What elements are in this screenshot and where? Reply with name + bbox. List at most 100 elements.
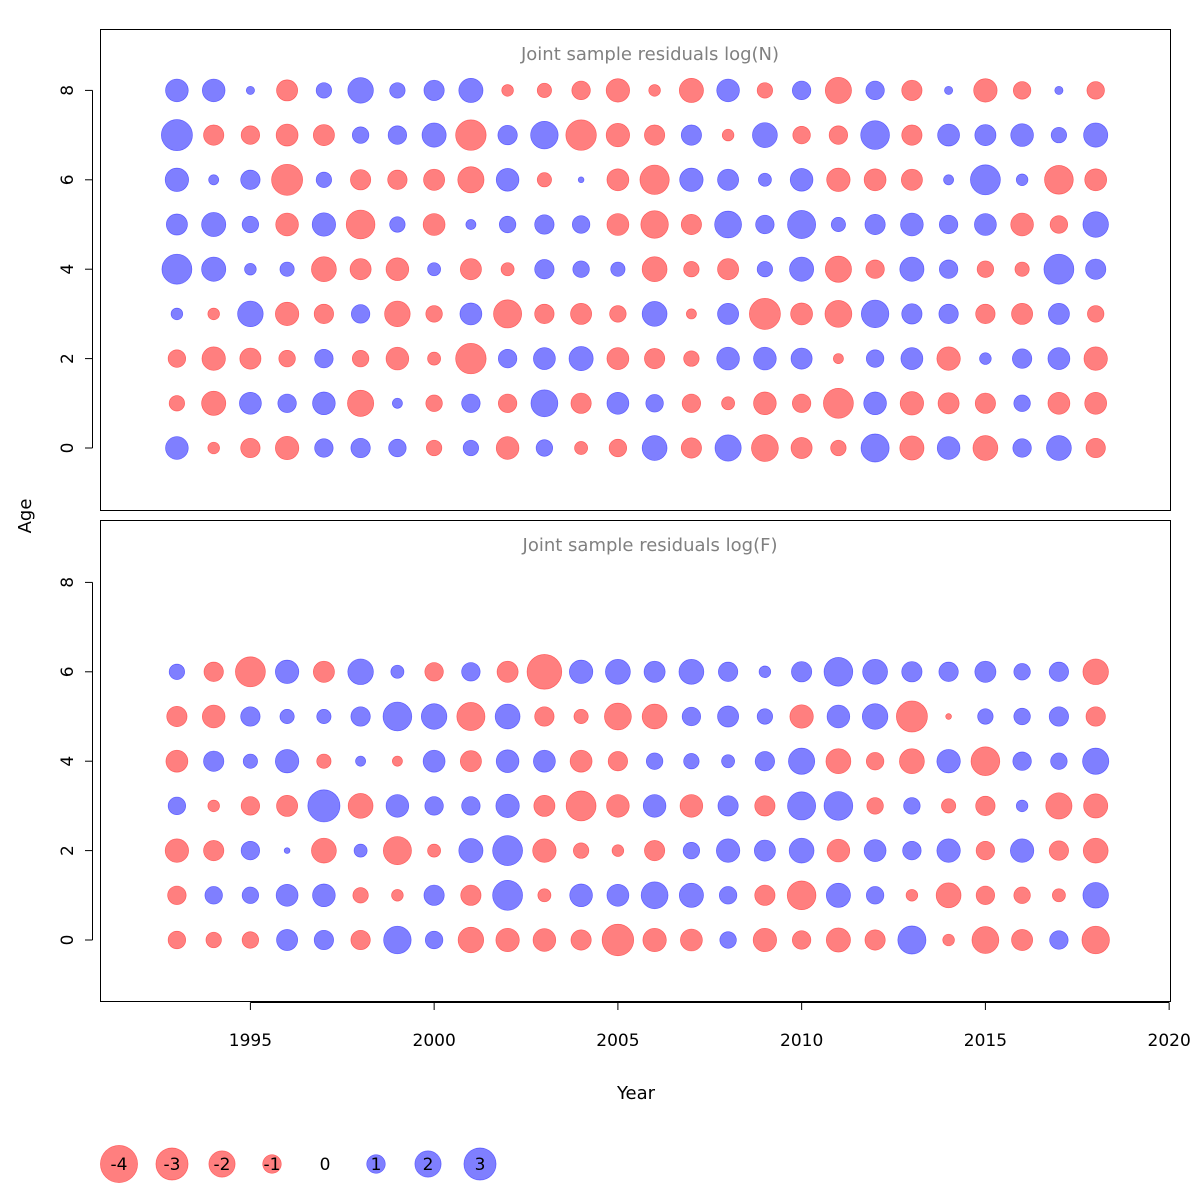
residual-bubble: [240, 840, 260, 861]
residual-bubble: [1048, 302, 1070, 325]
residual-bubble: [937, 123, 960, 147]
residual-bubble: [389, 216, 406, 233]
legend-label: 0: [320, 1155, 331, 1175]
residual-bubble: [1014, 261, 1030, 277]
residual-bubble: [533, 347, 556, 370]
legend-bubble: [262, 1154, 282, 1174]
residual-bubble: [237, 300, 264, 328]
residual-bubble: [754, 795, 776, 817]
residual-bubble: [717, 168, 740, 191]
residual-bubble: [347, 658, 374, 685]
residual-bubble: [756, 261, 773, 278]
residual-bubble: [683, 753, 700, 770]
residual-bubble: [458, 838, 484, 864]
residual-bubble: [312, 883, 336, 907]
residual-bubble: [565, 119, 597, 151]
residual-bubble: [201, 256, 227, 282]
residual-bubble: [241, 215, 260, 234]
residual-bubble: [758, 172, 772, 187]
residual-bubble: [1082, 747, 1110, 775]
legend-bubble: [155, 1147, 189, 1181]
y-tick-label: 0: [58, 935, 78, 946]
residual-bubble: [498, 215, 517, 234]
residual-bubble: [427, 262, 441, 277]
residual-bubble: [680, 124, 702, 146]
panel-1-bubbles: [161, 76, 1109, 463]
residual-bubble: [459, 258, 482, 281]
residual-bubble: [971, 926, 1000, 954]
residual-bubble: [860, 433, 890, 463]
residual-bubble: [240, 796, 260, 816]
residual-bubble: [571, 80, 591, 100]
residual-bubble: [899, 391, 924, 416]
residual-bubble: [168, 663, 185, 680]
residual-bubble: [717, 302, 740, 325]
residual-bubble: [314, 438, 334, 458]
residual-bubble: [641, 256, 668, 282]
residual-bubble: [207, 307, 220, 321]
legend-bubble: [414, 1150, 442, 1178]
residual-bubble: [283, 847, 291, 854]
y-tick-label: 8: [58, 85, 78, 96]
legend-label: 2: [423, 1155, 434, 1175]
y-tick-label: 6: [58, 666, 78, 677]
residual-bubble: [683, 261, 700, 278]
residual-bubble: [789, 168, 814, 192]
legend-label: -1: [264, 1155, 281, 1175]
residual-bubble: [604, 702, 632, 731]
residual-bubble: [164, 838, 189, 863]
residual-bubble: [239, 391, 262, 415]
residual-bubble: [275, 883, 299, 907]
residual-bubble: [938, 259, 959, 279]
residual-bubble: [1082, 658, 1109, 685]
residual-bubble: [1047, 347, 1071, 370]
residual-bubble: [1011, 302, 1034, 325]
residual-bubble: [643, 660, 666, 683]
x-axis: 1995 2000 2005 2010 2015 2020: [229, 1002, 1191, 1051]
residual-bubble: [1011, 929, 1034, 951]
residual-bubble: [826, 704, 851, 729]
residual-bubble: [275, 659, 300, 684]
residual-bubble: [611, 844, 625, 857]
residual-bubble: [610, 261, 626, 277]
residual-bubble: [1084, 391, 1107, 415]
residual-bubble: [974, 124, 997, 147]
residual-bubble: [714, 210, 742, 239]
residual-bubble: [316, 708, 332, 724]
residual-bubble: [716, 838, 741, 863]
residual-bubble: [1082, 211, 1109, 238]
residual-bubble: [1046, 435, 1072, 461]
residual-bubble: [833, 353, 844, 364]
residual-bubble: [392, 397, 403, 409]
residual-bubble: [534, 259, 555, 280]
residual-bubble: [679, 794, 704, 818]
residual-bubble: [979, 352, 992, 365]
residual-bubble: [534, 214, 555, 235]
residual-bubble: [936, 838, 961, 863]
residual-bubble: [680, 214, 702, 235]
residual-bubble: [535, 439, 554, 457]
residual-bubble: [455, 119, 487, 151]
residual-bubble: [465, 219, 477, 230]
residual-bubble: [641, 301, 668, 327]
residual-bubble: [276, 79, 299, 102]
residual-bubble: [240, 125, 260, 145]
residual-bubble: [313, 303, 334, 324]
residual-bubble: [936, 346, 961, 371]
legend-bubble: [366, 1154, 386, 1174]
residual-bubble: [201, 212, 227, 237]
residual-bubble: [534, 303, 555, 324]
residual-bubble: [389, 82, 406, 99]
residual-bubble: [1049, 930, 1069, 950]
residual-bubble: [825, 882, 851, 908]
residual-bubble: [422, 213, 446, 236]
panel-1-y-axis: 0 2 4 6 8: [58, 85, 93, 453]
residual-bubble: [900, 347, 924, 370]
residual-bubble: [756, 708, 773, 725]
residual-bubble: [683, 350, 700, 367]
residual-bubble: [495, 793, 520, 818]
x-tick-label: 2020: [1148, 1031, 1191, 1051]
residual-bubble: [456, 702, 486, 731]
residual-bubble: [312, 391, 336, 415]
residual-bubble: [975, 303, 996, 324]
